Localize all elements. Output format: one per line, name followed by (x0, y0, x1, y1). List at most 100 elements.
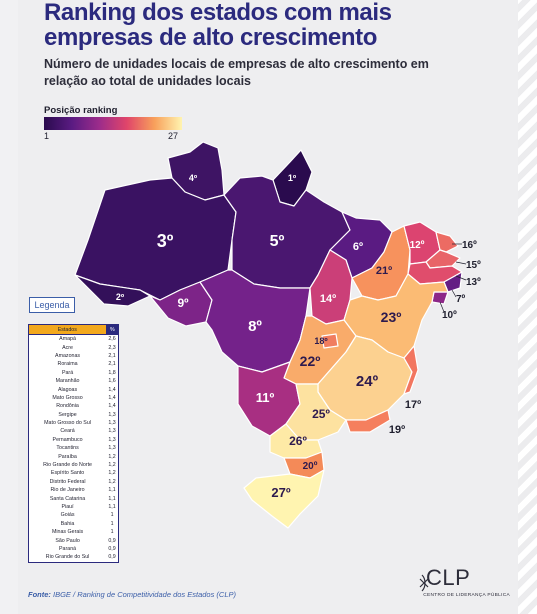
table-cell-percent: 2,6 (106, 334, 119, 344)
rank-label-minas-gerais: 24º (356, 373, 379, 390)
table-cell-state: Mato Grosso do Sul (28, 418, 107, 428)
page-subtitle: Número de unidades locais de empresas de… (44, 57, 429, 88)
table-cell-state: Distrito Federal (28, 477, 107, 487)
table-row: Rondônia 1,4 (28, 402, 119, 411)
table-cell-percent: 0,9 (106, 544, 119, 554)
table-cell-percent: 1 (106, 511, 119, 520)
table-row: Piauí 1,1 (28, 502, 119, 512)
table-header-percent: % (105, 324, 120, 335)
rank-label-para: 5º (270, 233, 285, 250)
rank-label-sergipe: 10º (442, 310, 457, 321)
table-cell-percent: 1,1 (106, 494, 119, 503)
rank-label-amazonas: 3º (157, 231, 174, 251)
table-row: Pernambuco 1,3 (28, 435, 119, 445)
clp-logo-text: CLP (426, 565, 471, 590)
table-cell-state: Maranhão (28, 376, 107, 386)
table-cell-state: Mato Grosso (28, 393, 107, 403)
table-row: Ceará 1,3 (28, 427, 119, 436)
table-row: Alagoas 1,4 (28, 385, 119, 394)
table-cell-state: Bahia (28, 519, 107, 528)
table-cell-state: Sergipe (28, 410, 107, 419)
table-row: Mato Grosso 1,4 (28, 393, 119, 403)
leader-line-pernambuco (455, 275, 467, 281)
source-label: Fonte: (28, 590, 51, 599)
leader-line-paraiba (455, 261, 467, 265)
table-row: Mato Grosso do Sul 1,3 (28, 418, 119, 428)
table-cell-state: Amapá (28, 334, 107, 344)
table-cell-percent: 2,1 (106, 351, 119, 361)
table-cell-percent: 1,2 (106, 460, 119, 470)
rank-label-sao-paulo: 25º (312, 407, 330, 421)
page-title: Ranking dos estados com mais empresas de… (44, 0, 392, 51)
legend-button[interactable]: Legenda (29, 297, 75, 313)
table-cell-state: Santa Catarina (28, 494, 107, 503)
table-cell-percent: 1,4 (106, 402, 119, 411)
table-cell-percent: 1 (106, 527, 119, 537)
rank-label-ceara: 12º (410, 240, 425, 251)
table-cell-percent: 0,9 (106, 553, 119, 563)
source-note: Fonte: IBGE / Ranking de Competitividade… (28, 590, 236, 599)
table-row: São Paulo 0,9 (28, 536, 119, 545)
table-cell-state: Roraima (28, 360, 107, 369)
table-cell-percent: 1,3 (106, 418, 119, 428)
rank-label-acre: 2º (116, 292, 125, 302)
rank-label-amapa: 1º (288, 173, 297, 183)
table-cell-percent: 1,3 (106, 444, 119, 453)
table-row: Acre 2,3 (28, 343, 119, 352)
table-cell-state: Alagoas (28, 385, 107, 394)
table-row: Amapá 2,6 (28, 334, 119, 344)
table-cell-state: Rio Grande do Norte (28, 460, 107, 470)
rank-label-mato-grosso: 8º (248, 318, 262, 335)
table-row: Amazonas 2,1 (28, 351, 119, 361)
color-scale-title: Posição ranking (44, 105, 118, 116)
color-scale-min: 1 (44, 131, 50, 141)
rank-label-tocantins: 14º (320, 293, 336, 305)
state-df[interactable] (321, 333, 339, 349)
table-cell-state: Acre (28, 343, 107, 352)
state-rgn[interactable] (435, 231, 459, 253)
state-espirito-santo[interactable] (403, 345, 419, 395)
leader-line-alagoas (451, 289, 457, 298)
rank-label-pernambuco: 13º (466, 277, 481, 288)
rank-label-piaui: 21º (376, 265, 392, 277)
table-row: Paraíba 1,2 (28, 452, 119, 461)
table-cell-percent: 1,2 (106, 469, 119, 478)
table-cell-percent: 1,1 (106, 502, 119, 512)
table-cell-percent: 1,2 (106, 477, 119, 487)
table-cell-state: Piauí (28, 502, 107, 512)
rank-label-rio-grande-do-sul: 27º (271, 485, 290, 500)
table-row: Rio Grande do Norte 1,2 (28, 460, 119, 470)
ranking-table: Estados % Amapá 2,6 Acre 2,3 Amazonas 2,1 Rora… (28, 324, 120, 563)
state-rio-grande-do-sul[interactable] (243, 469, 325, 529)
state-rio-de-janeiro[interactable] (345, 409, 391, 433)
table-header-states: Estados (28, 324, 107, 335)
table-cell-state: Pernambuco (28, 435, 107, 445)
ranking-table-body: Amapá 2,6 Acre 2,3 Amazonas 2,1 Roraima 2,1 Pará… (28, 334, 119, 563)
table-row: Santa Catarina 1,1 (28, 494, 119, 503)
rank-label-parana: 26º (289, 434, 307, 448)
rank-label-bahia: 23º (381, 309, 402, 325)
table-row: Espírito Santo 1,2 (28, 469, 119, 478)
table-cell-percent: 1,1 (106, 486, 119, 495)
rank-label-espirito-santo: 17º (405, 399, 421, 411)
table-row: Roraima 2,1 (28, 360, 119, 369)
rank-label-alagoas: 7º (456, 294, 466, 305)
table-cell-percent: 1,4 (106, 385, 119, 394)
table-cell-percent: 1,2 (106, 452, 119, 461)
table-cell-percent: 1,6 (106, 376, 119, 386)
color-scale-max: 27 (168, 131, 179, 141)
table-row: Pará 1,8 (28, 368, 119, 377)
table-cell-state: Goiás (28, 511, 107, 520)
table-row: Distrito Federal 1,2 (28, 477, 119, 487)
table-row: Rio Grande do Sul 0,9 (28, 553, 119, 563)
table-cell-state: Ceará (28, 427, 107, 436)
table-cell-percent: 1 (106, 519, 119, 528)
table-cell-state: Amazonas (28, 351, 107, 361)
table-cell-state: Pará (28, 368, 107, 377)
rank-label-rgn: 16º (462, 240, 477, 251)
table-row: Tocantins 1,3 (28, 444, 119, 453)
state-sao-paulo[interactable] (285, 383, 347, 441)
table-cell-percent: 1,3 (106, 410, 119, 419)
table-cell-state: Minas Gerais (28, 527, 107, 537)
rank-label-ms: 11º (256, 390, 275, 405)
